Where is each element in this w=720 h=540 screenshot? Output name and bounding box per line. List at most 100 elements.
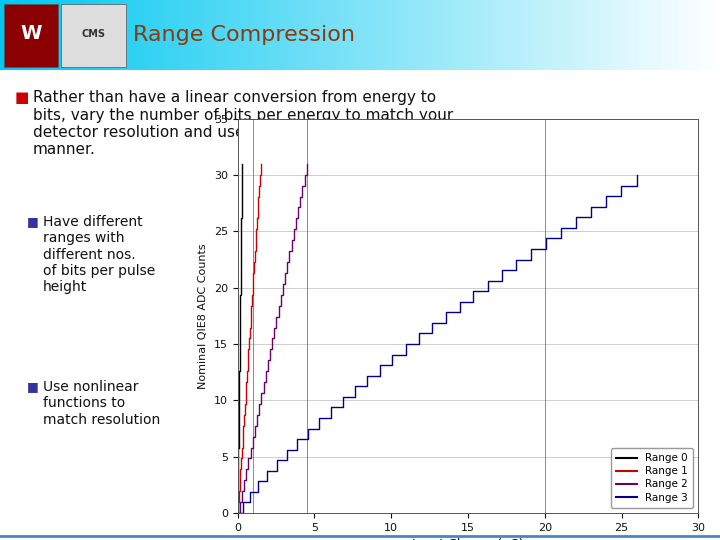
- Bar: [43, 0, 47, 70]
- Range 1: [240, 411, 249, 418]
- Bar: [65, 0, 68, 70]
- Range 2: [294, 215, 302, 221]
- Bar: [61, 3, 126, 66]
- Bar: [198, 0, 202, 70]
- Bar: [518, 0, 522, 70]
- Bar: [493, 0, 497, 70]
- Bar: [270, 0, 274, 70]
- Bar: [29, 0, 32, 70]
- Line: Range 2: Range 2: [238, 164, 307, 513]
- Bar: [464, 0, 468, 70]
- Bar: [25, 0, 29, 70]
- Bar: [598, 0, 601, 70]
- Bar: [583, 0, 587, 70]
- Range 0: [238, 160, 246, 167]
- Bar: [515, 0, 518, 70]
- Bar: [630, 0, 634, 70]
- Bar: [94, 0, 97, 70]
- Bar: [461, 0, 464, 70]
- Bar: [529, 0, 533, 70]
- Bar: [418, 0, 421, 70]
- Range 1: [239, 434, 248, 440]
- Legend: Range 0, Range 1, Range 2, Range 3: Range 0, Range 1, Range 2, Range 3: [611, 448, 693, 508]
- Bar: [216, 0, 220, 70]
- Bar: [594, 0, 598, 70]
- Text: ■: ■: [27, 215, 39, 228]
- Bar: [454, 0, 457, 70]
- Bar: [486, 0, 490, 70]
- Line: Range 0: Range 0: [238, 164, 242, 513]
- Bar: [536, 0, 540, 70]
- Bar: [4, 0, 7, 70]
- Bar: [634, 0, 637, 70]
- Range 0: [235, 368, 244, 374]
- Bar: [385, 0, 389, 70]
- Bar: [472, 0, 475, 70]
- Bar: [572, 0, 576, 70]
- Bar: [148, 0, 151, 70]
- Bar: [490, 0, 493, 70]
- Bar: [371, 0, 374, 70]
- Bar: [266, 0, 270, 70]
- Bar: [662, 0, 666, 70]
- Range 0: [233, 510, 242, 516]
- Bar: [400, 0, 403, 70]
- Bar: [709, 0, 713, 70]
- Bar: [18, 0, 22, 70]
- Bar: [551, 0, 554, 70]
- Bar: [140, 0, 144, 70]
- Bar: [608, 0, 612, 70]
- Bar: [245, 0, 248, 70]
- Bar: [504, 0, 508, 70]
- Bar: [115, 0, 119, 70]
- Bar: [432, 0, 436, 70]
- Bar: [169, 0, 173, 70]
- Bar: [378, 0, 382, 70]
- Bar: [637, 0, 641, 70]
- Bar: [274, 0, 277, 70]
- Bar: [695, 0, 698, 70]
- Bar: [133, 0, 137, 70]
- Bar: [248, 0, 252, 70]
- Bar: [353, 0, 356, 70]
- Bar: [86, 0, 90, 70]
- Bar: [104, 0, 108, 70]
- Bar: [108, 0, 112, 70]
- Bar: [97, 0, 101, 70]
- Bar: [414, 0, 418, 70]
- Bar: [644, 0, 648, 70]
- Range 2: [251, 434, 259, 440]
- Bar: [562, 0, 565, 70]
- Bar: [313, 0, 317, 70]
- Bar: [331, 0, 335, 70]
- Bar: [428, 0, 432, 70]
- Bar: [90, 0, 94, 70]
- Bar: [324, 0, 328, 70]
- Bar: [450, 0, 454, 70]
- Bar: [342, 0, 346, 70]
- Text: W: W: [20, 24, 42, 43]
- Bar: [158, 0, 162, 70]
- Range 1: [256, 172, 264, 178]
- Range 0: [235, 335, 244, 342]
- Line: Range 3: Range 3: [238, 175, 637, 513]
- Bar: [590, 0, 594, 70]
- Bar: [252, 0, 256, 70]
- Bar: [655, 0, 659, 70]
- Bar: [238, 0, 241, 70]
- Bar: [58, 0, 61, 70]
- Bar: [392, 0, 396, 70]
- Text: Rather than have a linear conversion from energy to
bits, vary the number of bit: Rather than have a linear conversion fro…: [33, 90, 462, 157]
- Bar: [479, 0, 482, 70]
- Bar: [256, 0, 259, 70]
- Bar: [302, 0, 306, 70]
- Bar: [443, 0, 446, 70]
- Bar: [659, 0, 662, 70]
- Bar: [436, 0, 439, 70]
- Range 0: [238, 215, 246, 221]
- Bar: [263, 0, 266, 70]
- Bar: [328, 0, 331, 70]
- Bar: [14, 0, 18, 70]
- Bar: [576, 0, 580, 70]
- Bar: [205, 0, 209, 70]
